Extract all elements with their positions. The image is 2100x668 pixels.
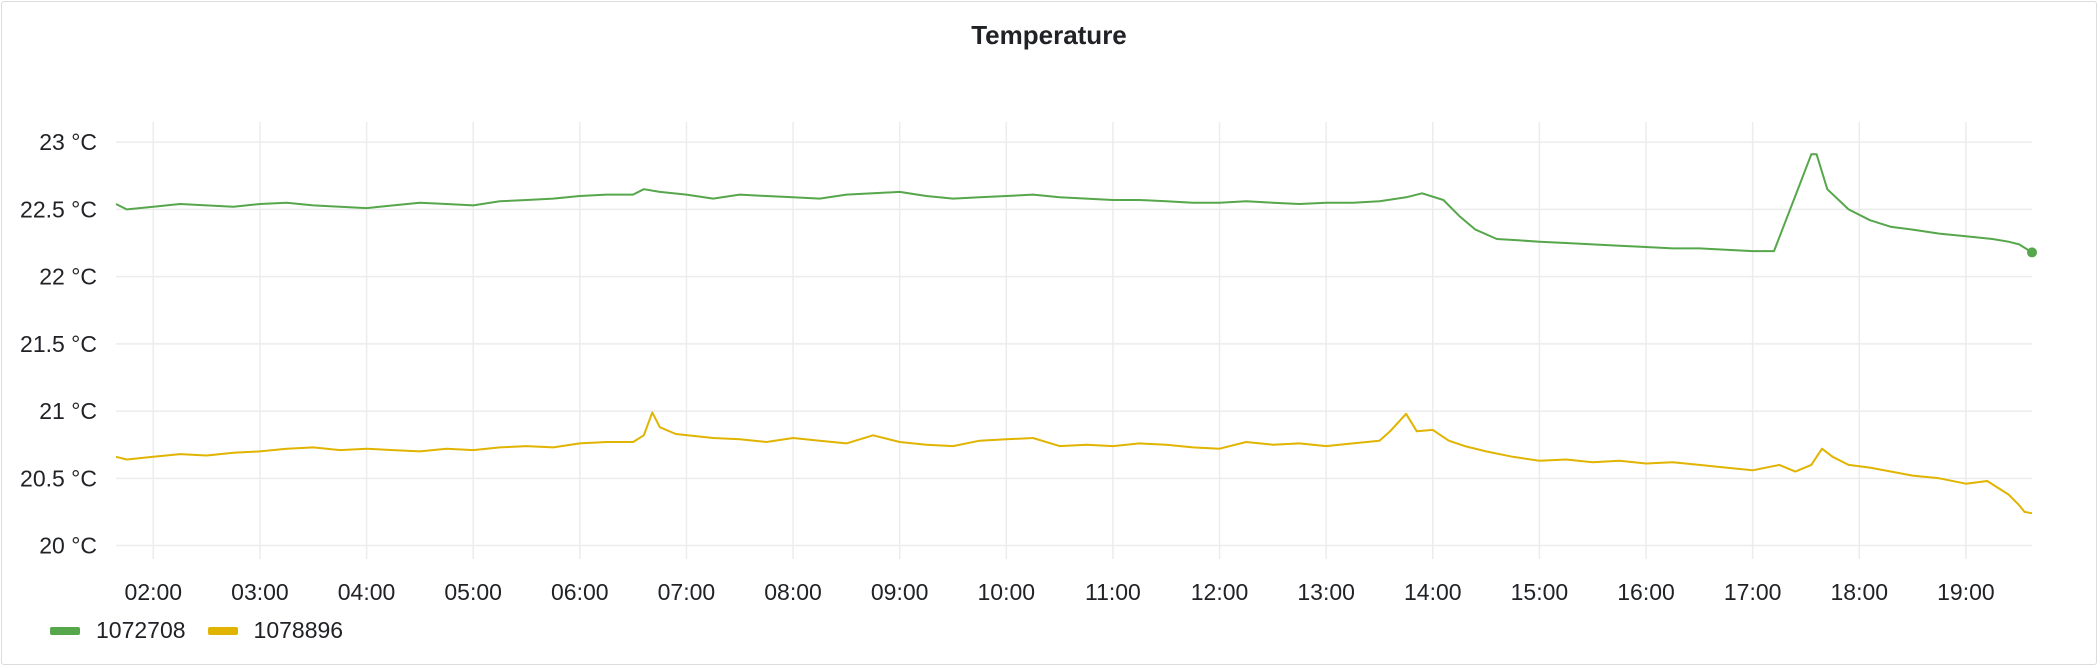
y-tick-label: 21 °C	[39, 398, 97, 424]
x-tick-label: 07:00	[658, 579, 716, 605]
x-tick-label: 04:00	[338, 579, 396, 605]
x-tick-label: 10:00	[978, 579, 1036, 605]
x-tick-label: 16:00	[1617, 579, 1675, 605]
x-tick-label: 13:00	[1297, 579, 1355, 605]
x-tick-label: 05:00	[444, 579, 502, 605]
y-tick-label: 22 °C	[39, 264, 97, 290]
grid	[116, 122, 2032, 559]
x-axis-ticks: 02:00 03:00 04:00 05:00 06:00 07:00 08:00 09:00…	[125, 579, 1995, 605]
y-tick-label: 23 °C	[39, 129, 97, 155]
y-tick-label: 20 °C	[39, 533, 97, 559]
legend-item-1078896[interactable]: 1078896	[207, 617, 344, 644]
series-line-1078896	[115, 411, 2033, 515]
legend-label-1078896: 1078896	[253, 617, 344, 643]
x-tick-label: 08:00	[764, 579, 822, 605]
x-tick-label: 15:00	[1511, 579, 1569, 605]
series-line-1072708	[115, 153, 2033, 254]
y-tick-label: 22.5 °C	[20, 196, 97, 222]
legend-item-1072708[interactable]: 1072708	[50, 617, 186, 644]
legend: 1072708 1078896	[50, 617, 365, 644]
y-tick-label: 21.5 °C	[20, 331, 97, 357]
x-tick-label: 12:00	[1191, 579, 1249, 605]
x-tick-label: 18:00	[1830, 579, 1888, 605]
x-tick-label: 11:00	[1085, 579, 1141, 605]
x-tick-label: 02:00	[125, 579, 183, 605]
x-tick-label: 09:00	[871, 579, 929, 605]
legend-swatch-1072708	[50, 626, 80, 635]
x-tick-label: 06:00	[551, 579, 609, 605]
legend-swatch-1078896	[207, 626, 238, 635]
x-tick-label: 19:00	[1937, 579, 1995, 605]
series-lines	[115, 153, 2037, 515]
y-axis-ticks: 20 °C 20.5 °C 21 °C 21.5 °C 22 °C 22.5 °C 23 °…	[20, 129, 97, 558]
series-endpoint-1072708	[2027, 247, 2037, 258]
x-tick-label: 14:00	[1404, 579, 1462, 605]
legend-label-1072708: 1072708	[96, 617, 186, 643]
y-tick-label: 20.5 °C	[20, 465, 97, 491]
x-tick-label: 17:00	[1724, 579, 1782, 605]
panel-title: Temperature	[971, 20, 1127, 50]
x-tick-label: 03:00	[231, 579, 289, 605]
